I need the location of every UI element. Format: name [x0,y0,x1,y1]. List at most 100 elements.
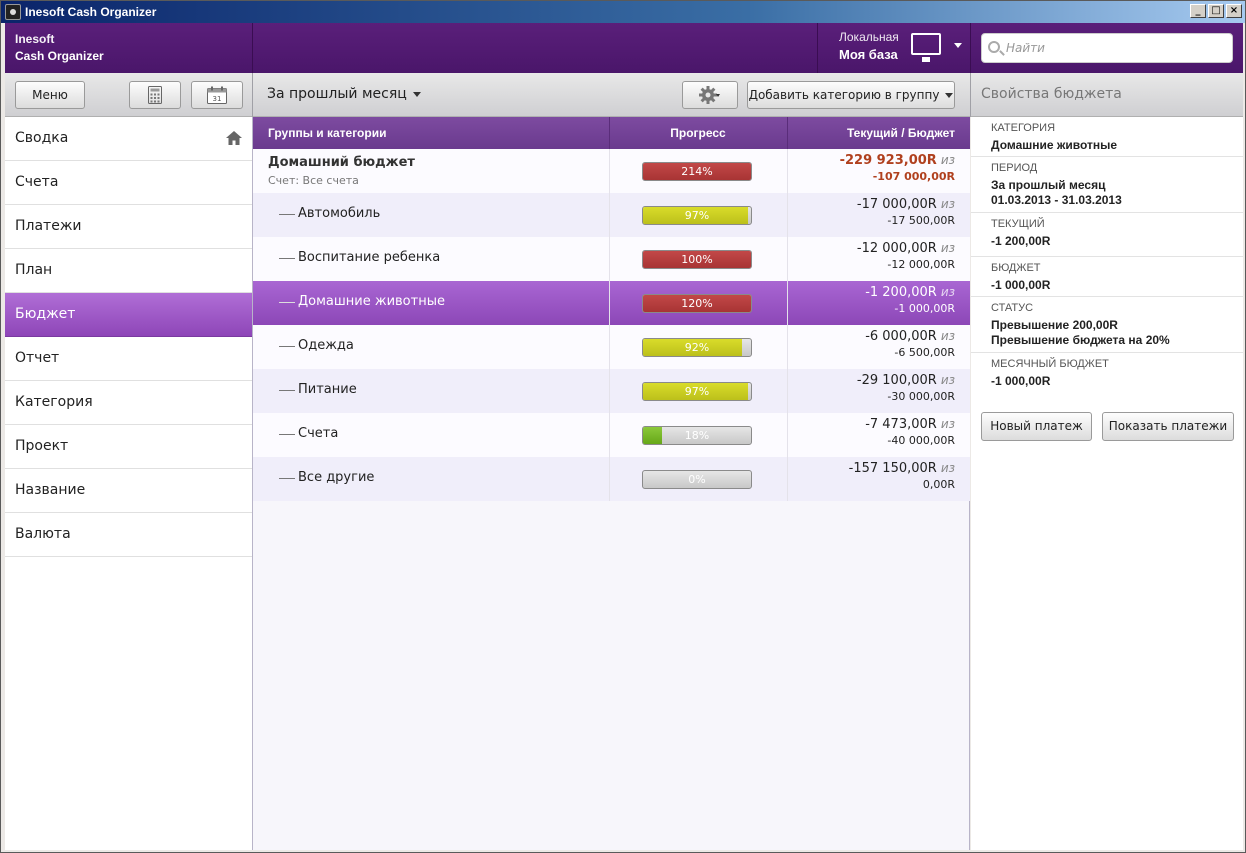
amount-cell: -157 150,00R из 0,00R [849,461,955,491]
progress-fill [643,427,663,444]
category-name: Домашние животные [298,294,445,309]
budget-amount: -17 500,00R [887,214,955,227]
category-name: Автомобиль [298,206,381,221]
monitor-icon[interactable] [911,33,941,62]
budget-amount: -107 000,00R [872,170,955,183]
category-name: Одежда [298,338,354,353]
sidebar-item-plan[interactable]: План [5,249,252,293]
prop-value: -1 000,00R [991,374,1051,388]
prop-current: ТЕКУЩИЙ -1 200,00R [971,213,1243,257]
column-header-amount[interactable]: Текущий / Бюджет [846,126,955,140]
period-label: За прошлый месяц [267,86,407,102]
add-category-label: Добавить категорию в группу [748,88,940,102]
progress-fill [643,207,748,224]
brand-company: Inesoft [15,32,55,46]
group-row[interactable]: Домашний бюджет Счет: Все счета 214% -22… [253,149,970,193]
current-amount: -157 150,00R [848,461,937,476]
sidebar-item-summary[interactable]: Сводка [5,117,252,161]
table-row[interactable]: Воспитание ребенка 100% -12 000,00R из -1… [253,237,970,281]
progress-label: 0% [688,473,706,486]
sidebar-item-label: Категория [15,394,93,410]
of-label: из [940,241,955,255]
amount-cell: -17 000,00R из -17 500,00R [857,197,955,227]
table-row-selected[interactable]: Домашние животные 120% -1 200,00R из -1 0… [253,281,970,325]
sidebar-item-project[interactable]: Проект [5,425,252,469]
new-payment-button[interactable]: Новый платеж [981,412,1092,441]
prop-label: МЕСЯЧНЫЙ БЮДЖЕТ [991,358,1109,370]
progress-bar: 97% [642,206,752,225]
sidebar-item-label: Счета [15,174,59,190]
table-row[interactable]: Одежда 92% -6 000,00R из -6 500,00R [253,325,970,369]
budget-amount: -30 000,00R [887,390,955,403]
table-header: Группы и категории Прогресс Текущий / Бю… [253,117,970,149]
table-row[interactable]: Все другие 0% -157 150,00R из 0,00R [253,457,970,501]
sidebar-item-name[interactable]: Название [5,469,252,513]
category-name: Питание [298,382,357,397]
column-header-groups[interactable]: Группы и категории [268,126,387,140]
budget-amount: -40 000,00R [887,434,955,447]
budget-amount: 0,00R [922,478,955,491]
period-name: За прошлый месяц [991,178,1106,192]
brand: Inesoft Cash Organizer [15,31,104,65]
sidebar-item-category[interactable]: Категория [5,381,252,425]
close-button[interactable]: × [1226,4,1242,18]
budget-amount: -6 500,00R [894,346,955,359]
show-payments-button[interactable]: Показать платежи [1102,412,1234,441]
progress-label: 214% [681,165,713,178]
settings-button[interactable] [682,81,738,109]
sidebar-item-label: Сводка [15,130,69,146]
current-amount: -7 473,00R [865,417,937,432]
prop-label: СТАТУС [991,302,1034,314]
app-icon [5,4,21,20]
search-box [981,33,1233,63]
current-amount: -12 000,00R [856,241,937,256]
database-selector[interactable]: Локальная Моя база [839,30,899,62]
prop-value: Превышение 200,00R Превышение бюджета на… [991,318,1243,348]
svg-text:31: 31 [213,95,222,103]
current-amount: -17 000,00R [856,197,937,212]
category-name: Все другие [298,470,375,485]
prop-budget: БЮДЖЕТ -1 000,00R [971,257,1243,297]
of-label: из [940,417,955,431]
sidebar-item-label: Название [15,482,86,498]
budget-amount: -1 000,00R [894,302,955,315]
chevron-down-icon[interactable] [954,43,962,48]
prop-value: За прошлый месяц 01.03.2013 - 31.03.2013 [991,178,1243,208]
amount-cell: -229 923,00R из -107 000,00R [840,153,955,183]
search-input[interactable] [1006,39,1226,57]
progress-fill [643,339,743,356]
prop-label: ТЕКУЩИЙ [991,218,1045,230]
amount-cell: -29 100,00R из -30 000,00R [857,373,955,403]
sidebar-item-label: План [15,262,53,278]
prop-label: ПЕРИОД [991,162,1038,174]
sidebar-item-label: Проект [15,438,69,454]
brand-product: Cash Organizer [15,49,104,63]
prop-value: Домашние животные [991,138,1118,152]
table-row[interactable]: Счета 18% -7 473,00R из -40 000,00R [253,413,970,457]
calendar-icon: 31 [207,86,227,104]
table-row[interactable]: Автомобиль 97% -17 000,00R из -17 500,00R [253,193,970,237]
sidebar-item-payments[interactable]: Платежи [5,205,252,249]
minimize-button[interactable]: _ [1190,4,1206,18]
table-row[interactable]: Питание 97% -29 100,00R из -30 000,00R [253,369,970,413]
maximize-button[interactable]: □ [1208,4,1224,18]
add-category-to-group-button[interactable]: Добавить категорию в группу [747,81,955,109]
group-account: Счет: Все счета [268,174,359,187]
sidebar-item-budget[interactable]: Бюджет [5,293,252,337]
progress-label: 18% [684,429,710,442]
calendar-button[interactable]: 31 [191,81,243,109]
title-bar: Inesoft Cash Organizer _ □ × [1,1,1245,23]
menu-button[interactable]: Меню [15,81,85,109]
sidebar-item-report[interactable]: Отчет [5,337,252,381]
sidebar-item-accounts[interactable]: Счета [5,161,252,205]
app-header: Inesoft Cash Organizer Локальная Моя баз… [5,23,1243,73]
sidebar-item-currency[interactable]: Валюта [5,513,252,557]
amount-cell: -6 000,00R из -6 500,00R [865,329,955,359]
budget-table: Группы и категории Прогресс Текущий / Бю… [253,117,970,850]
period-range: 01.03.2013 - 31.03.2013 [991,193,1122,207]
of-label: из [940,329,955,343]
column-header-progress[interactable]: Прогресс [670,126,726,140]
toolbar: Меню 31 За прошлый месяц [5,73,1243,117]
period-selector[interactable]: За прошлый месяц [267,86,421,102]
calculator-button[interactable] [129,81,181,109]
